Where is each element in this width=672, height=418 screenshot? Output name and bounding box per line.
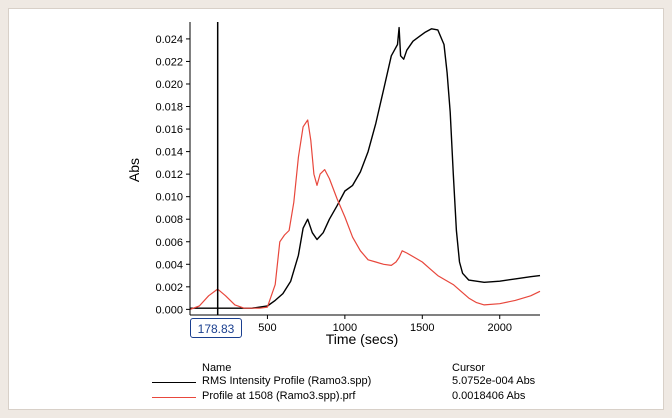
series-line-rms-intensity: [190, 26, 541, 309]
y-tick-label: 0.012: [155, 169, 183, 181]
cursor-value-box[interactable]: 178.83: [190, 318, 242, 338]
x-tick-label: 1500: [410, 322, 434, 334]
y-tick-label: 0.010: [155, 192, 183, 204]
y-tick-label: 0.016: [155, 124, 183, 136]
y-tick-label: 0.000: [155, 304, 183, 316]
y-tick-label: 0.004: [155, 259, 183, 271]
y-tick-label: 0.020: [155, 79, 183, 91]
y-tick-label: 0.008: [155, 214, 183, 226]
x-tick-label: 2000: [487, 322, 511, 334]
series-line-profile-1508: [189, 119, 541, 310]
y-axis: 0.000 0.002 0.004 0.006 0.008 0.010 0.012 0.014…: [155, 34, 190, 316]
y-tick-label: 0.022: [155, 56, 183, 68]
y-tick-label: 0.014: [155, 147, 183, 159]
y-tick-label: 0.018: [155, 102, 183, 114]
y-tick-label: 0.006: [155, 237, 183, 249]
y-tick-label: 0.024: [155, 34, 183, 46]
x-axis: 500 1000 1500 2000: [258, 315, 512, 334]
x-axis-title: Time (secs): [326, 331, 399, 347]
x-tick-label: 1000: [333, 322, 357, 334]
x-tick-label: 500: [258, 322, 276, 334]
y-tick-label: 0.002: [155, 282, 183, 294]
series-layer: [189, 26, 541, 310]
y-axis-title: Abs: [126, 158, 142, 182]
